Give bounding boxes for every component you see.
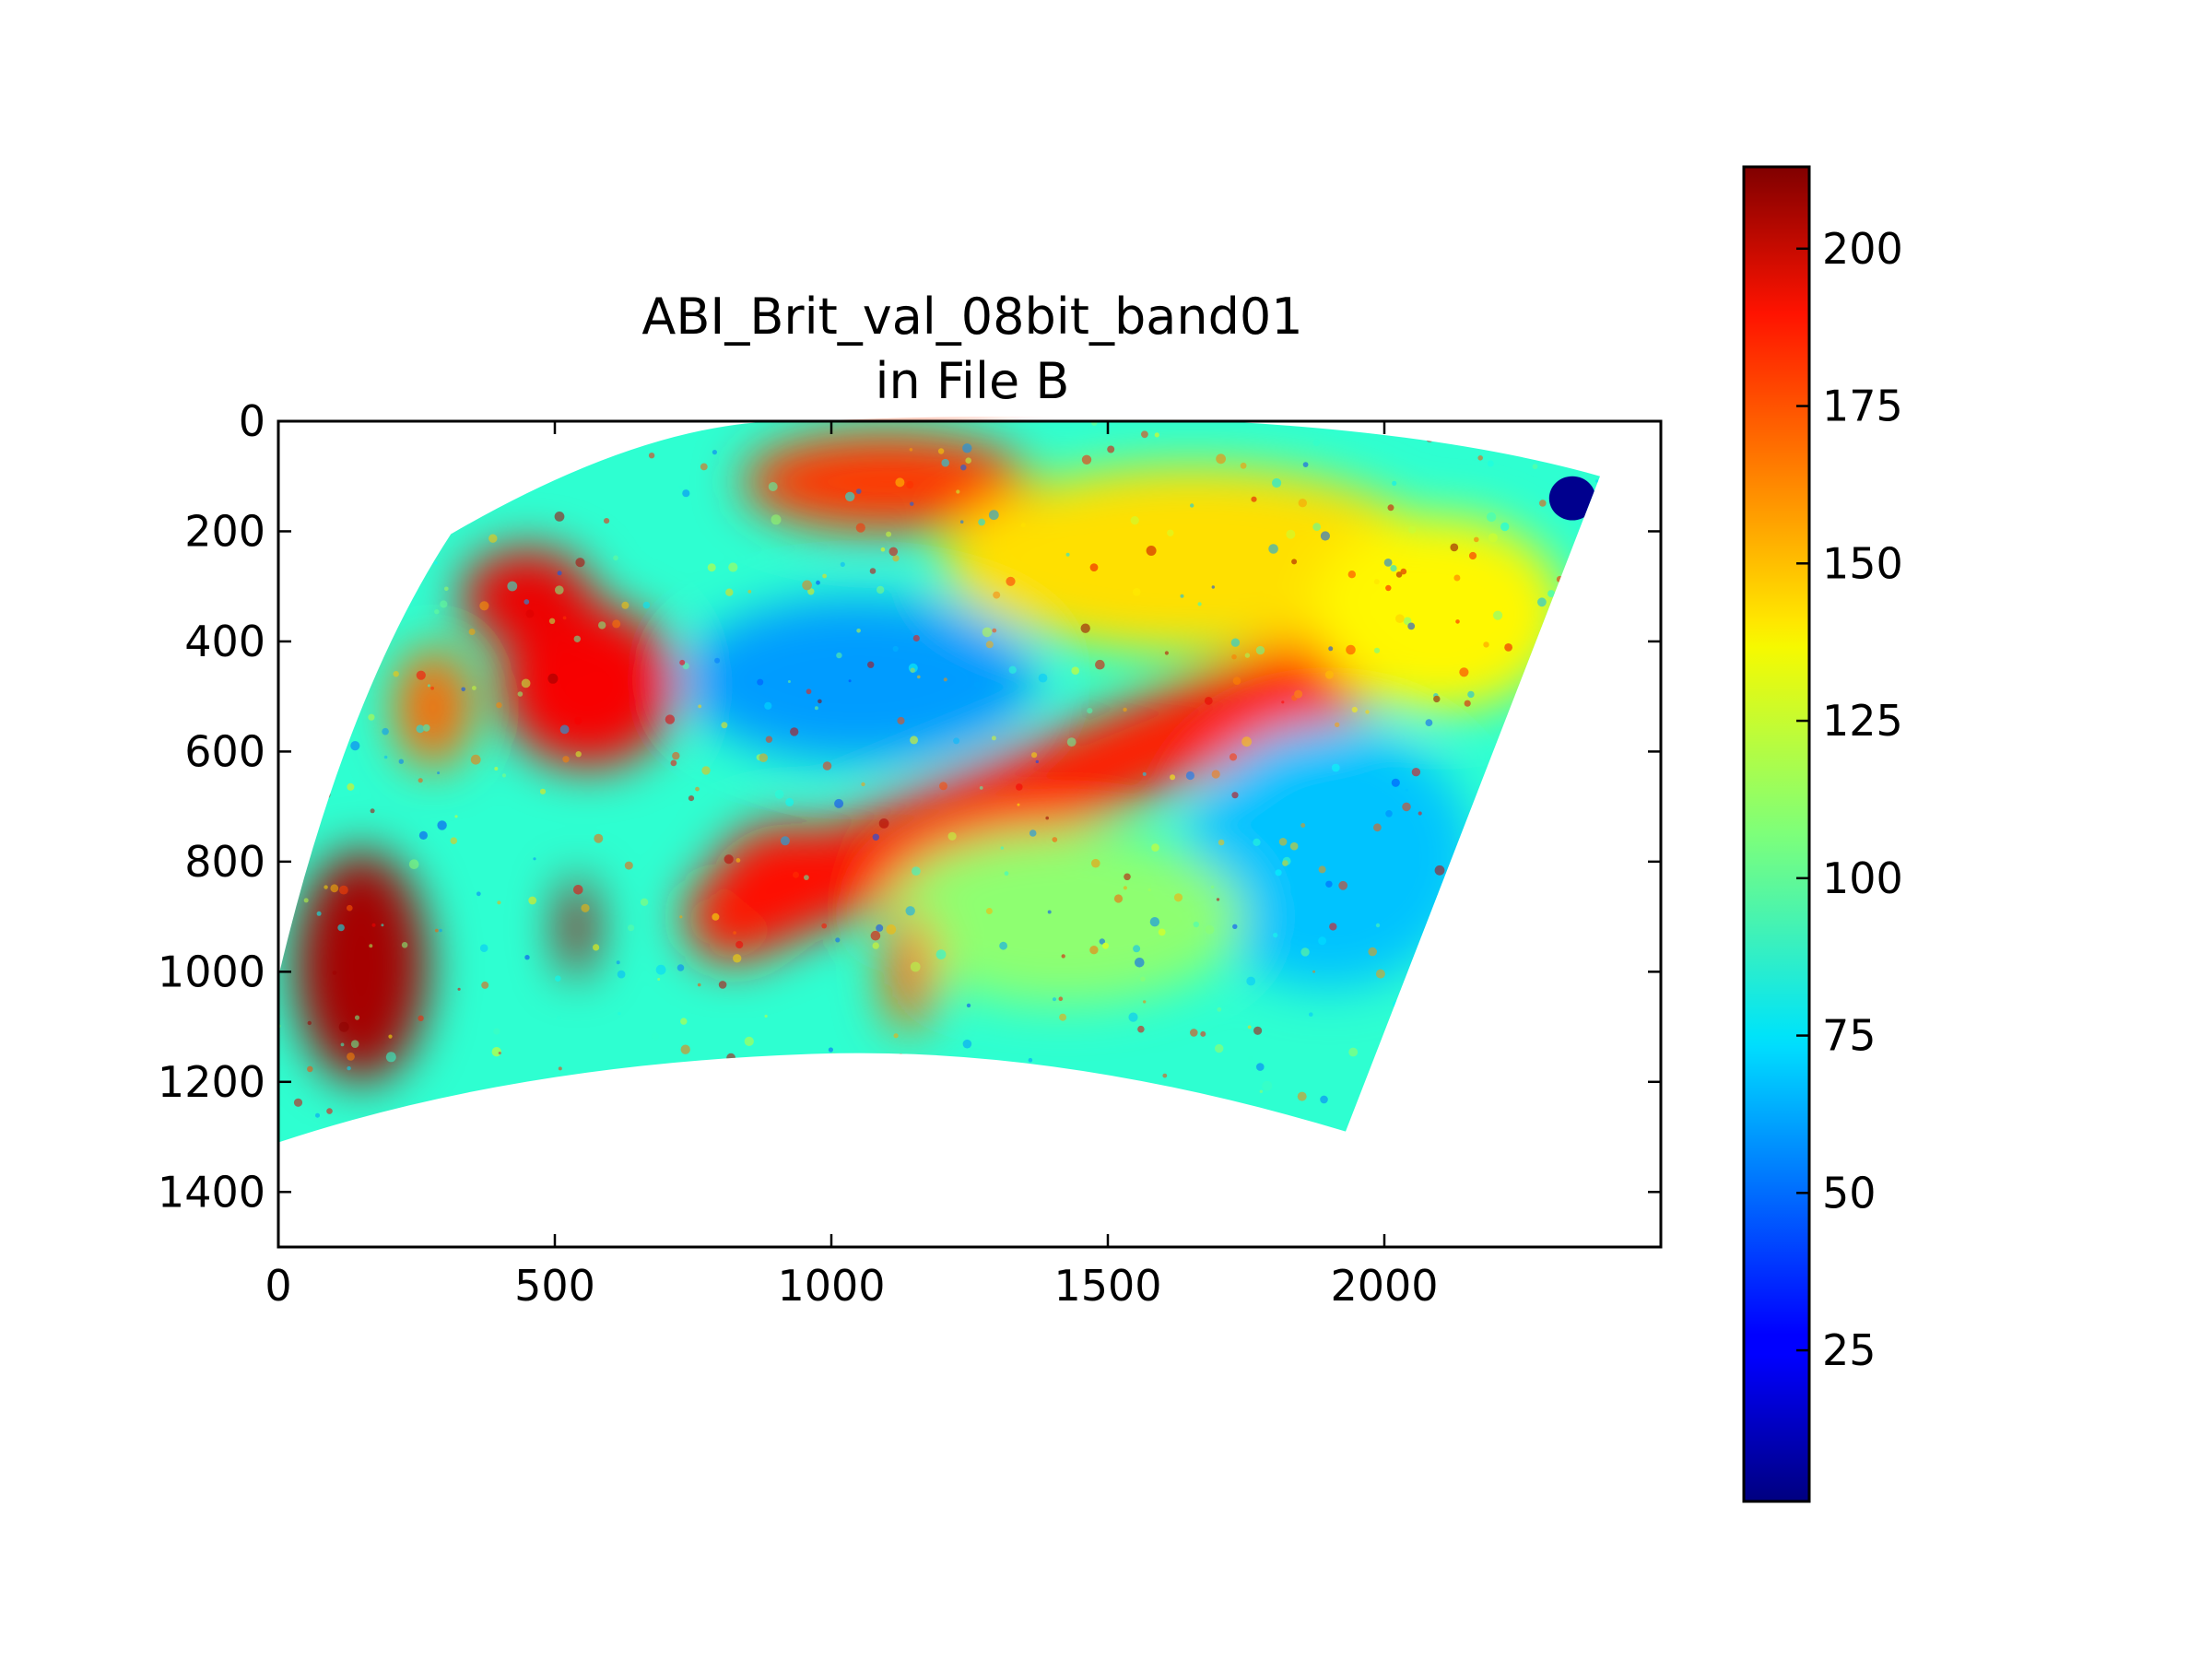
cloud-region xyxy=(682,597,1036,763)
cloud-region xyxy=(461,547,594,647)
colorbar-tick-label: 200 xyxy=(1822,224,1903,274)
cloud-region xyxy=(1312,514,1567,713)
x-tick-label: 2000 xyxy=(1330,1261,1438,1311)
y-tick-label: 0 xyxy=(239,396,265,446)
colorbar-tick-label: 150 xyxy=(1822,538,1903,588)
colorbar-tick-label: 25 xyxy=(1822,1325,1877,1375)
x-tick-label: 1000 xyxy=(777,1261,885,1311)
colorbar-tick-label: 50 xyxy=(1822,1168,1877,1218)
satellite-swath-image xyxy=(278,419,1600,1143)
y-axis: 0 200 400 600 800 1000 1200 1400 xyxy=(158,396,1661,1217)
x-tick-label: 500 xyxy=(514,1261,595,1311)
colorbar-ticks: 25 50 75 100 125 150 175 200 xyxy=(1796,224,1903,1375)
cloud-region xyxy=(1185,724,1473,989)
cloud-region xyxy=(560,877,594,978)
plot-frame xyxy=(276,419,1663,1249)
y-tick-label: 800 xyxy=(184,837,265,887)
cloud-region xyxy=(715,823,870,934)
cloud-region xyxy=(881,829,1246,1006)
colorbar xyxy=(1742,165,1811,1503)
y-tick-label: 1400 xyxy=(158,1167,265,1217)
chart-title-line1: ABI_Brit_val_08bit_band01 xyxy=(641,288,1302,346)
x-tick-label: 1500 xyxy=(1053,1261,1161,1311)
cloud-region xyxy=(743,431,1030,532)
y-tick-label: 200 xyxy=(184,506,265,556)
y-tick-label: 600 xyxy=(184,726,265,776)
y-tick-label: 400 xyxy=(184,617,265,666)
y-tick-label: 1200 xyxy=(158,1057,265,1107)
chart-title-line2: in File B xyxy=(876,352,1070,410)
x-tick-label: 0 xyxy=(265,1261,291,1311)
colorbar-tick-label: 100 xyxy=(1822,853,1903,903)
colorbar-tick-label: 75 xyxy=(1822,1011,1877,1061)
cloud-region xyxy=(394,646,472,769)
cloud-region xyxy=(884,911,934,1033)
cloud-region xyxy=(1548,476,1596,521)
x-axis: 0 500 1000 1500 2000 xyxy=(265,421,1439,1311)
colorbar-tick-label: 125 xyxy=(1822,696,1903,746)
colorbar-tick-label: 175 xyxy=(1822,382,1903,431)
y-tick-label: 1000 xyxy=(158,947,265,996)
cloud-region xyxy=(295,850,428,1082)
